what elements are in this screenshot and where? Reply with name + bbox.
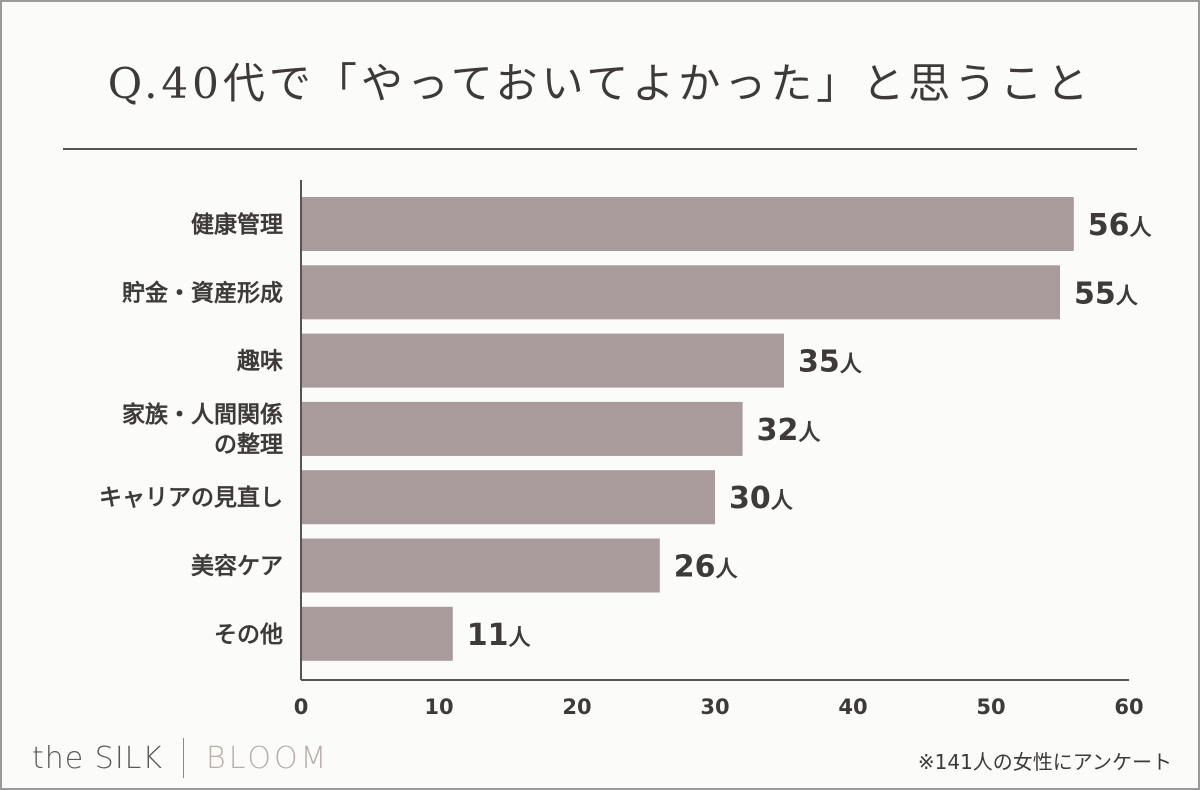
- brand-logo: the SILK BLOOM: [32, 738, 329, 778]
- title-divider: [63, 148, 1137, 150]
- value-label-4: 30人: [729, 481, 793, 516]
- value-label-3: 32人: [757, 413, 821, 448]
- brand-sub: BLOOM: [206, 740, 330, 776]
- bar-5: [301, 538, 660, 593]
- value-label-6: 11人: [467, 618, 531, 653]
- x-tick-label-2: 20: [562, 695, 591, 719]
- value-label-2: 35人: [798, 345, 862, 380]
- x-tick-label-6: 60: [1114, 695, 1143, 719]
- x-tick-label-5: 50: [976, 695, 1005, 719]
- bar-1: [301, 265, 1060, 320]
- bar-4: [301, 470, 715, 525]
- x-tick-label-4: 40: [838, 695, 867, 719]
- category-label-3: 家族・人間関係の整理: [122, 401, 283, 458]
- category-label-4: キャリアの見直し: [99, 484, 283, 511]
- category-label-2: 趣味: [236, 349, 283, 375]
- value-label-1: 55人: [1074, 276, 1138, 311]
- category-label-6: その他: [214, 622, 283, 648]
- category-label-0: 健康管理: [191, 211, 283, 238]
- x-tick-label-0: 0: [294, 695, 309, 719]
- x-tick-label-1: 10: [424, 695, 453, 719]
- category-label-1: 貯金・資産形成: [122, 279, 283, 306]
- survey-footnote: ※141人の女性にアンケート: [917, 750, 1172, 774]
- chart-title: Q.40代で「やっておいてよかった」と思うこと: [107, 59, 1093, 108]
- x-tick-label-3: 30: [700, 695, 729, 719]
- bar-2: [301, 333, 784, 388]
- bar-0: [301, 197, 1074, 251]
- brand-name: the SILK: [32, 740, 164, 776]
- brand-separator: [183, 738, 185, 778]
- bar-3: [301, 401, 743, 456]
- bar-6: [301, 606, 453, 661]
- value-label-5: 26人: [674, 550, 738, 585]
- category-label-5: 美容ケア: [191, 553, 283, 580]
- value-label-0: 56人: [1088, 208, 1152, 243]
